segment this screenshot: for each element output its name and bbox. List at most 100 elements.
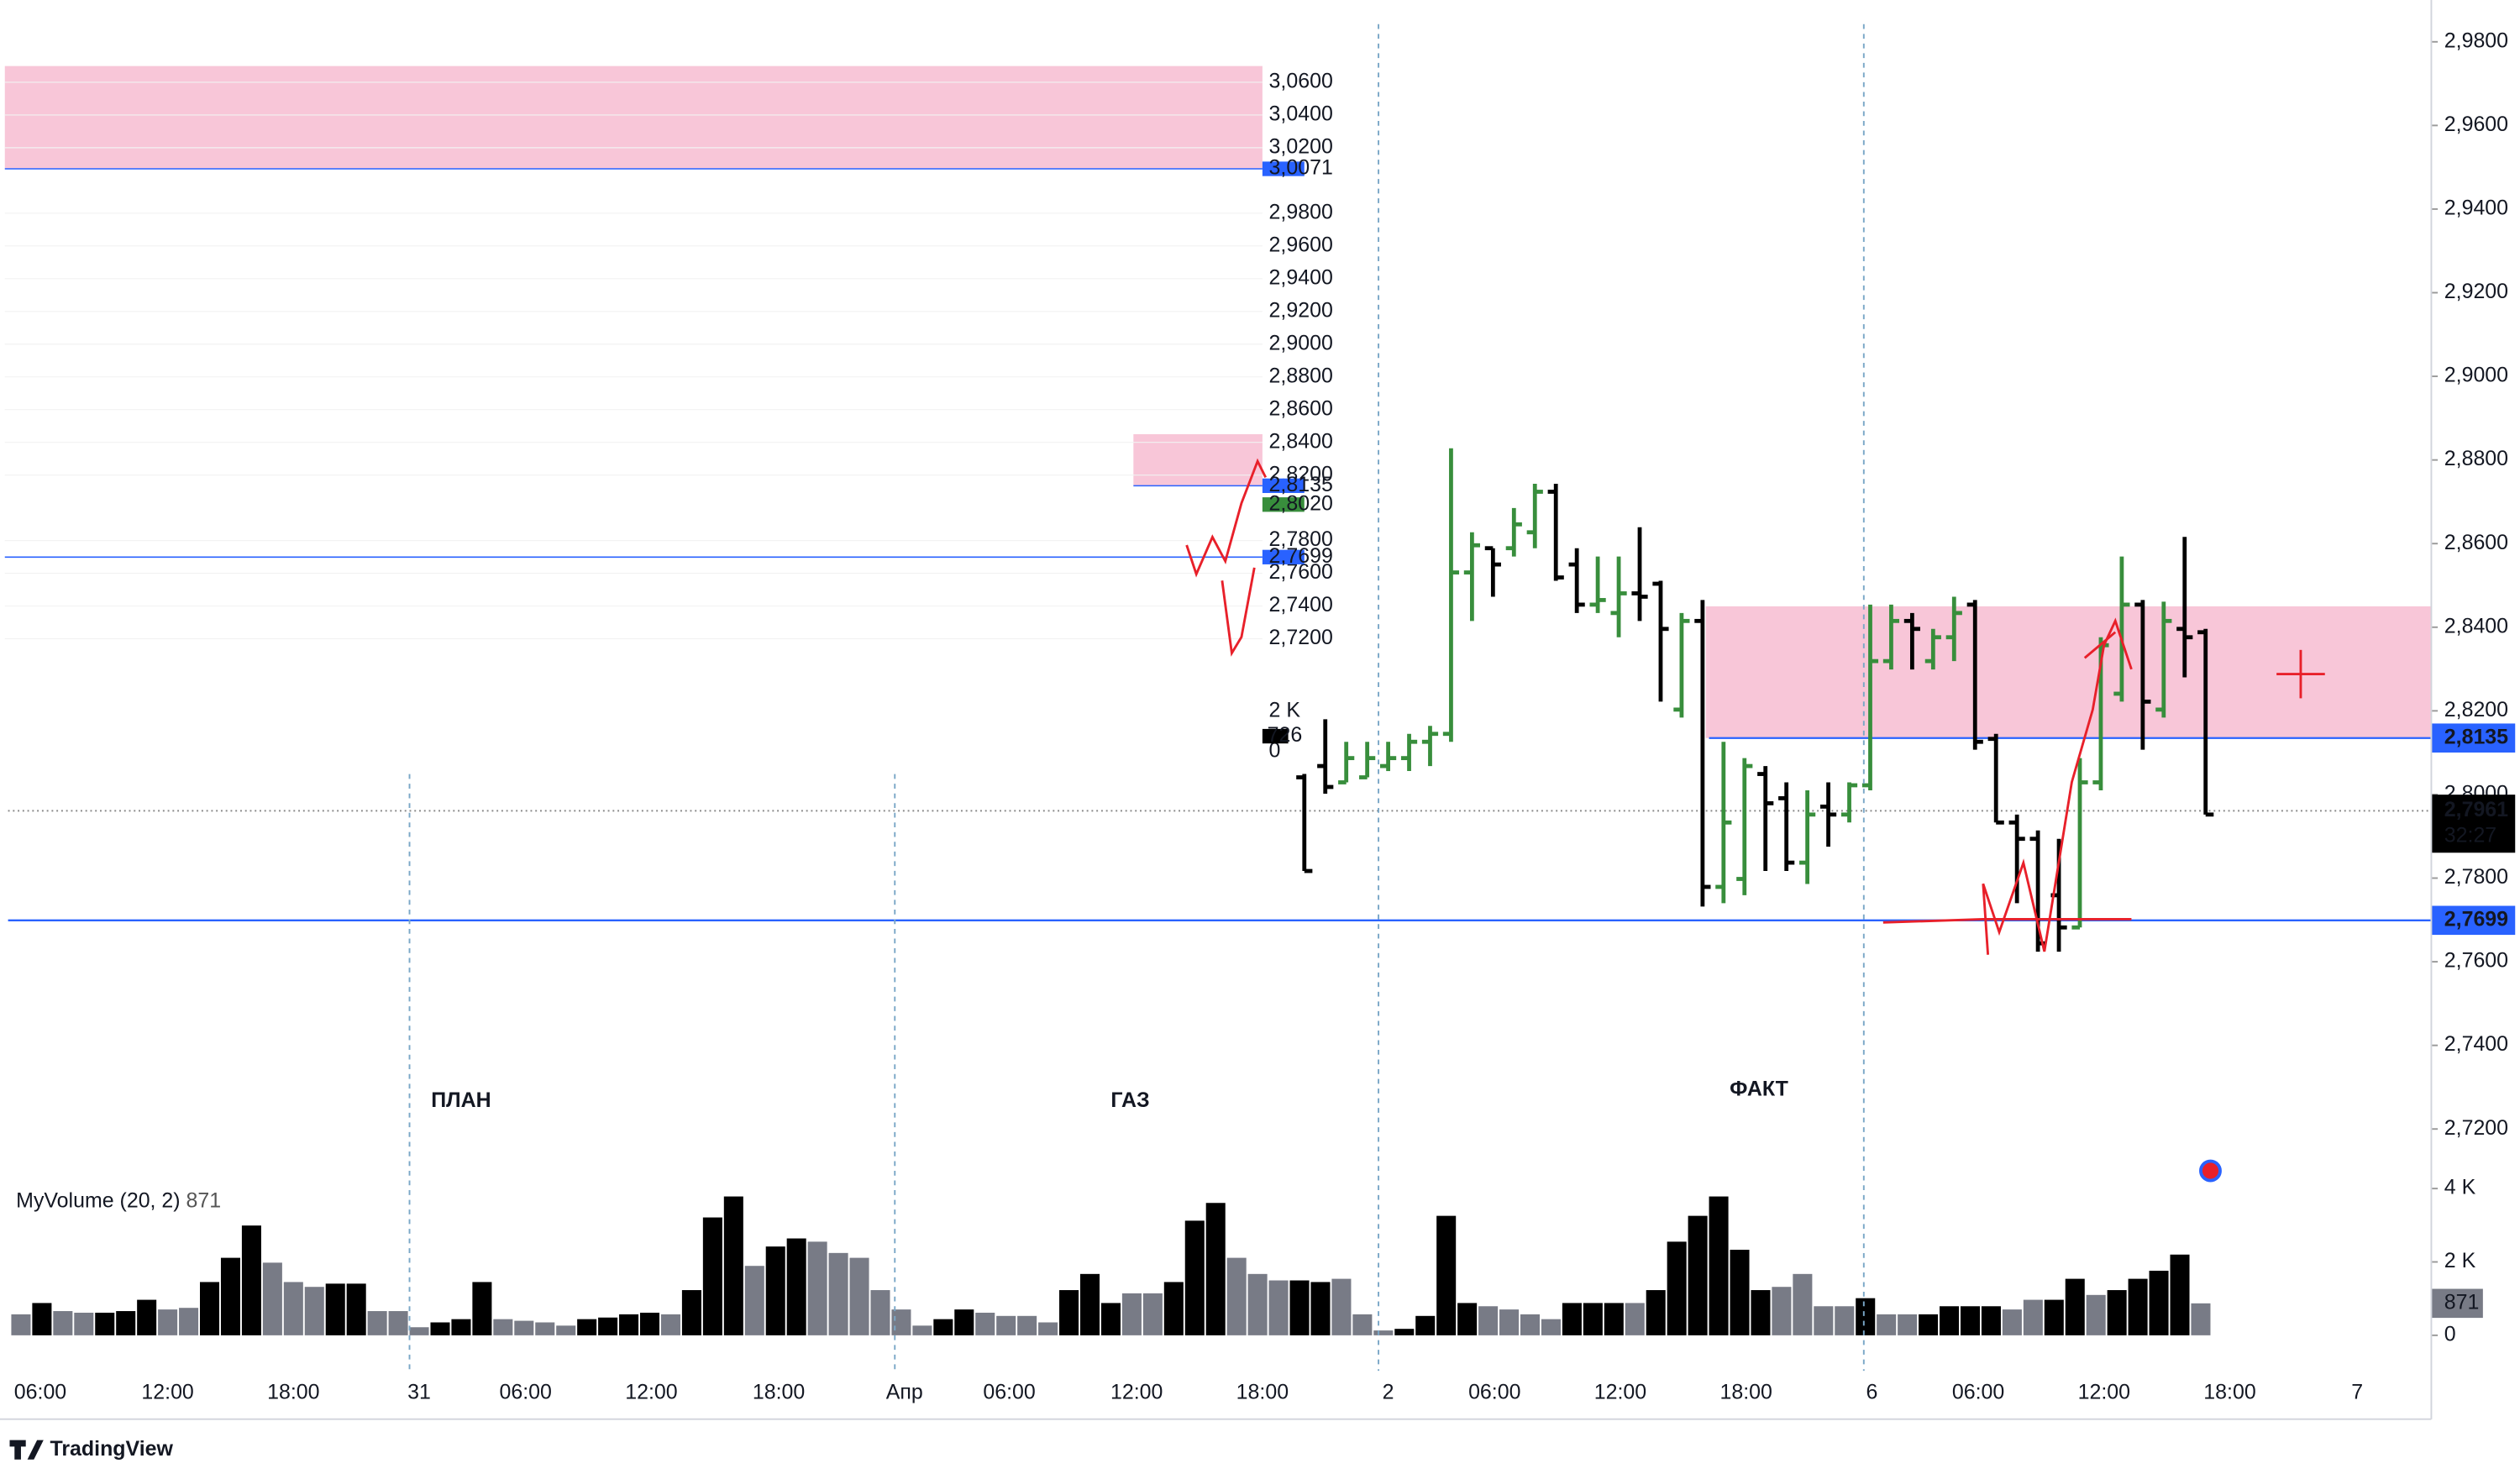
y-tick-label: 2,9200: [2444, 280, 2508, 303]
volume-bar: [262, 1262, 282, 1335]
drawn-line: [1221, 567, 1256, 657]
inset-level-label: 3,0071: [1269, 156, 1333, 180]
y-tick-label: 2,9800: [2444, 29, 2508, 52]
volume-bar: [2128, 1278, 2148, 1335]
volume-bar: [1247, 1273, 1268, 1335]
session-lines: [408, 24, 1865, 1372]
x-tick-label: 18:00: [2203, 1381, 2255, 1404]
volume-bar: [74, 1312, 94, 1335]
level-tag: [2431, 723, 2516, 753]
inset-tick-label: 2,9200: [1269, 298, 1333, 322]
volume-bar: [1940, 1306, 1960, 1335]
volume-bar: [702, 1217, 722, 1335]
volume-bar: [32, 1303, 52, 1335]
volume-bar: [304, 1287, 324, 1335]
volume-bar: [451, 1319, 471, 1335]
x-tick-label: 12:00: [1594, 1381, 1646, 1404]
volume-bar: [807, 1241, 827, 1335]
volume-current: 871: [186, 1188, 222, 1212]
volume-bar: [828, 1252, 848, 1335]
volume-bar: [1667, 1241, 1687, 1335]
y-tick-label: 2,8800: [2444, 447, 2508, 470]
y2-tick-label: 2 K: [2444, 1249, 2476, 1272]
level-label: 2,8135: [2444, 725, 2508, 748]
volume-title: MyVolume (20, 2) 871: [16, 1188, 221, 1212]
volume-bar: [1289, 1280, 1310, 1335]
volume-bar: [1268, 1280, 1289, 1335]
volume-bar: [1184, 1220, 1205, 1335]
volume-bar: [1038, 1322, 1058, 1335]
inset-level-tag: [1262, 478, 1305, 493]
annotation: ГАЗ: [1110, 1088, 1149, 1112]
volume-bar: [1310, 1282, 1331, 1335]
volume-bar: [1981, 1306, 2001, 1335]
volume-bar: [1415, 1315, 1436, 1335]
volume-bar: [241, 1225, 261, 1335]
inset-volume-tick: 2 K: [1269, 698, 1301, 721]
volume-bar: [639, 1312, 660, 1335]
y-tick-label: 2,7800: [2444, 865, 2508, 889]
inset-tick-label: 2,9400: [1269, 265, 1333, 289]
inset-tick-label: 3,0200: [1269, 134, 1333, 158]
brand-logo: [9, 1440, 44, 1460]
volume-bar: [325, 1283, 345, 1335]
volume-bar: [11, 1314, 31, 1335]
volume-bar: [765, 1246, 785, 1335]
volume-bar: [1520, 1314, 1541, 1335]
annotation: ФАКТ: [1730, 1078, 1788, 1101]
volume-bar: [1331, 1278, 1352, 1335]
x-tick-label: 18:00: [1236, 1381, 1289, 1404]
volume-params: (20, 2): [120, 1188, 181, 1212]
countdown: 32:27: [2444, 824, 2496, 847]
volume-bar: [1079, 1273, 1100, 1335]
y-tick-label: 2,7400: [2444, 1032, 2508, 1056]
volume-bar: [53, 1311, 73, 1335]
volume-bar: [1919, 1314, 1939, 1335]
volume-bar: [1960, 1306, 1981, 1335]
volume-bar: [849, 1257, 869, 1335]
y2-tick-label: 0: [2444, 1322, 2456, 1345]
y-tick-label: 2,7600: [2444, 949, 2508, 973]
y-tick-label: 2,9600: [2444, 113, 2508, 136]
x-tick-label: 12:00: [2078, 1381, 2130, 1404]
volume-bar: [1226, 1257, 1247, 1335]
volume-bar: [912, 1325, 932, 1335]
volume-bar: [723, 1196, 743, 1335]
volume-bar: [409, 1327, 429, 1335]
drawn-line: [1982, 617, 2133, 955]
volume-name: MyVolume: [16, 1188, 113, 1212]
volume-bar: [1562, 1303, 1582, 1335]
brand-name: TradingView: [50, 1437, 174, 1461]
volume-bar: [2107, 1290, 2127, 1335]
volume-bar: [1457, 1303, 1478, 1335]
volume-bar: [1017, 1315, 1037, 1335]
zone: [1705, 606, 2432, 738]
inset-tick-label: 3,0400: [1269, 102, 1333, 125]
inset-tick-label: 2,8800: [1269, 364, 1333, 387]
volume-bar: [430, 1322, 450, 1335]
volume-bar: [744, 1266, 764, 1335]
x-tick-label: 12:00: [1110, 1381, 1163, 1404]
inset-tick-label: 2,9800: [1269, 200, 1333, 223]
inset-tick-label: 2,8400: [1269, 429, 1333, 453]
volume-bar: [954, 1309, 974, 1335]
x-tick-label: 06:00: [14, 1381, 66, 1404]
volume-bar: [1730, 1249, 1750, 1335]
y-tick-label: 2,9000: [2444, 364, 2508, 387]
volume-bar: [2170, 1254, 2190, 1335]
volume-bar: [472, 1282, 492, 1335]
volume-bar: [220, 1257, 240, 1335]
volume-bar: [619, 1314, 639, 1335]
volume-bar: [1142, 1293, 1163, 1335]
x-tick-label: 18:00: [267, 1381, 319, 1404]
y-tick-label: 2,8400: [2444, 614, 2508, 637]
event-icon: [2199, 1159, 2222, 1183]
volume-bar: [535, 1322, 555, 1335]
volume-bar: [367, 1311, 387, 1335]
volume-bar: [95, 1312, 115, 1335]
last-price-label: 2,7961: [2444, 798, 2508, 821]
volume-bar: [1625, 1303, 1645, 1335]
volume-bar: [1898, 1314, 1918, 1335]
